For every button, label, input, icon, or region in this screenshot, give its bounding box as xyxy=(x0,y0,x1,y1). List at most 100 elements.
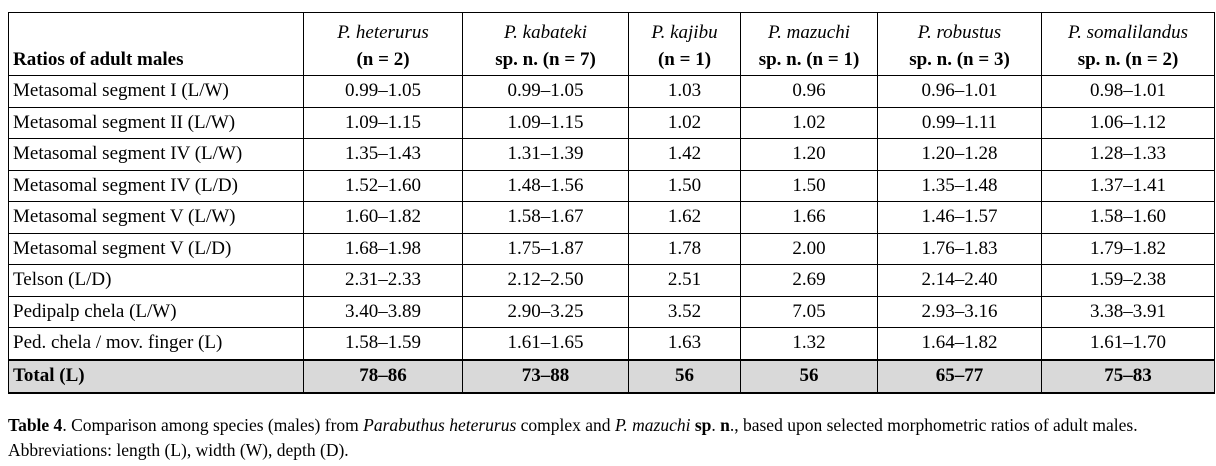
cell: 0.99–1.11 xyxy=(877,106,1042,139)
cell: 1.50 xyxy=(740,169,878,202)
cell: 1.02 xyxy=(628,106,741,139)
table-row: Metasomal segment IV (L/D) 1.52–1.60 1.48–… xyxy=(8,169,1215,202)
column-sub: sp. n. (n = 3) xyxy=(877,44,1042,76)
cell: 7.05 xyxy=(740,295,878,328)
cell: 78–86 xyxy=(303,358,463,394)
cell: 3.38–3.91 xyxy=(1041,295,1215,328)
caption-label: Table 4 xyxy=(8,415,63,435)
cell: 1.06–1.12 xyxy=(1041,106,1215,139)
caption-taxon: P. mazuchi xyxy=(614,415,691,435)
cell: 1.50 xyxy=(628,169,741,202)
row-label: Metasomal segment V (L/W) xyxy=(8,201,304,234)
cell: 1.58–1.59 xyxy=(303,327,463,360)
column-name: P. kabateki xyxy=(462,12,629,44)
caption-taxon: Parabuthus heterurus xyxy=(363,415,517,435)
row-label: Metasomal segment IV (L/D) xyxy=(8,169,304,202)
table-row: Telson (L/D) 2.31–2.33 2.12–2.50 2.51 2.69 2.… xyxy=(8,264,1215,297)
row-label: Metasomal segment IV (L/W) xyxy=(8,138,304,171)
cell: 1.28–1.33 xyxy=(1041,138,1215,171)
cell: 1.03 xyxy=(628,75,741,108)
cell: 1.32 xyxy=(740,327,878,360)
column-name: P. kajibu xyxy=(628,12,741,44)
cell: 1.76–1.83 xyxy=(877,232,1042,265)
cell: 1.42 xyxy=(628,138,741,171)
cell: 1.61–1.65 xyxy=(462,327,629,360)
cell: 0.98–1.01 xyxy=(1041,75,1215,108)
row-label: Total (L) xyxy=(8,358,304,394)
cell: 2.12–2.50 xyxy=(462,264,629,297)
cell: 1.35–1.48 xyxy=(877,169,1042,202)
caption-text: complex and xyxy=(516,415,615,435)
row-label: Pedipalp chela (L/W) xyxy=(8,295,304,328)
cell: 2.00 xyxy=(740,232,878,265)
cell: 1.37–1.41 xyxy=(1041,169,1215,202)
cell: 1.75–1.87 xyxy=(462,232,629,265)
column-sub: sp. n. (n = 1) xyxy=(740,44,878,76)
corner-header: Ratios of adult males xyxy=(8,12,304,76)
cell: 2.51 xyxy=(628,264,741,297)
cell: 1.52–1.60 xyxy=(303,169,463,202)
caption-text: . Comparison among species (males) from xyxy=(62,415,364,435)
cell: 56 xyxy=(740,358,878,394)
cell: 1.60–1.82 xyxy=(303,201,463,234)
caption-text: ., based upon selected morphometric rati… xyxy=(8,415,1138,460)
data-table: Ratios of adult males P. heterurus P. kaba… xyxy=(8,12,1215,394)
cell: 2.14–2.40 xyxy=(877,264,1042,297)
cell: 73–88 xyxy=(462,358,629,394)
cell: 1.61–1.70 xyxy=(1041,327,1215,360)
cell: 1.58–1.60 xyxy=(1041,201,1215,234)
column-name: P. somalilandus xyxy=(1041,12,1215,44)
cell: 1.31–1.39 xyxy=(462,138,629,171)
cell: 1.78 xyxy=(628,232,741,265)
cell: 1.63 xyxy=(628,327,741,360)
cell: 1.59–2.38 xyxy=(1041,264,1215,297)
column-name: P. mazuchi xyxy=(740,12,878,44)
cell: 1.62 xyxy=(628,201,741,234)
cell: 1.46–1.57 xyxy=(877,201,1042,234)
cell: 56 xyxy=(628,358,741,394)
column-name: P. robustus xyxy=(877,12,1042,44)
cell: 1.35–1.43 xyxy=(303,138,463,171)
column-sub: (n = 2) xyxy=(303,44,463,76)
column-sub: (n = 1) xyxy=(628,44,741,76)
column-sub: sp. n. (n = 7) xyxy=(462,44,629,76)
cell: 1.79–1.82 xyxy=(1041,232,1215,265)
caption: Table 4. Comparison among species (males… xyxy=(8,413,1193,463)
cell: 1.66 xyxy=(740,201,878,234)
cell: 3.40–3.89 xyxy=(303,295,463,328)
cell: 1.20–1.28 xyxy=(877,138,1042,171)
table-row: Metasomal segment IV (L/W) 1.35–1.43 1.31–… xyxy=(8,138,1215,171)
cell: 1.20 xyxy=(740,138,878,171)
row-label: Metasomal segment I (L/W) xyxy=(8,75,304,108)
cell: 1.09–1.15 xyxy=(303,106,463,139)
table-row: Metasomal segment II (L/W) 1.09–1.15 1.09–… xyxy=(8,106,1215,139)
caption-bold: sp xyxy=(694,415,712,435)
table-row: Metasomal segment V (L/W) 1.60–1.82 1.58–1… xyxy=(8,201,1215,234)
cell: 75–83 xyxy=(1041,358,1215,394)
cell: 0.96 xyxy=(740,75,878,108)
cell: 2.69 xyxy=(740,264,878,297)
cell: 2.90–3.25 xyxy=(462,295,629,328)
cell: 1.58–1.67 xyxy=(462,201,629,234)
cell: 1.02 xyxy=(740,106,878,139)
column-sub: sp. n. (n = 2) xyxy=(1041,44,1215,76)
cell: 1.09–1.15 xyxy=(462,106,629,139)
table-row: Metasomal segment I (L/W) 0.99–1.05 0.99–1… xyxy=(8,75,1215,108)
table-row: Pedipalp chela (L/W) 3.40–3.89 2.90–3.25 3.… xyxy=(8,295,1215,328)
cell: 65–77 xyxy=(877,358,1042,394)
cell: 3.52 xyxy=(628,295,741,328)
caption-bold: n xyxy=(720,415,730,435)
row-label: Metasomal segment V (L/D) xyxy=(8,232,304,265)
cell: 2.31–2.33 xyxy=(303,264,463,297)
row-label: Metasomal segment II (L/W) xyxy=(8,106,304,139)
cell: 1.48–1.56 xyxy=(462,169,629,202)
cell: 0.99–1.05 xyxy=(462,75,629,108)
caption-text: . xyxy=(711,415,721,435)
cell: 2.93–3.16 xyxy=(877,295,1042,328)
row-label: Telson (L/D) xyxy=(8,264,304,297)
cell: 1.64–1.82 xyxy=(877,327,1042,360)
cell: 0.96–1.01 xyxy=(877,75,1042,108)
table-row: Metasomal segment V (L/D) 1.68–1.98 1.75–1… xyxy=(8,232,1215,265)
total-row: Total (L) 78–86 73–88 56 56 65–77 75–83 xyxy=(8,358,1215,394)
